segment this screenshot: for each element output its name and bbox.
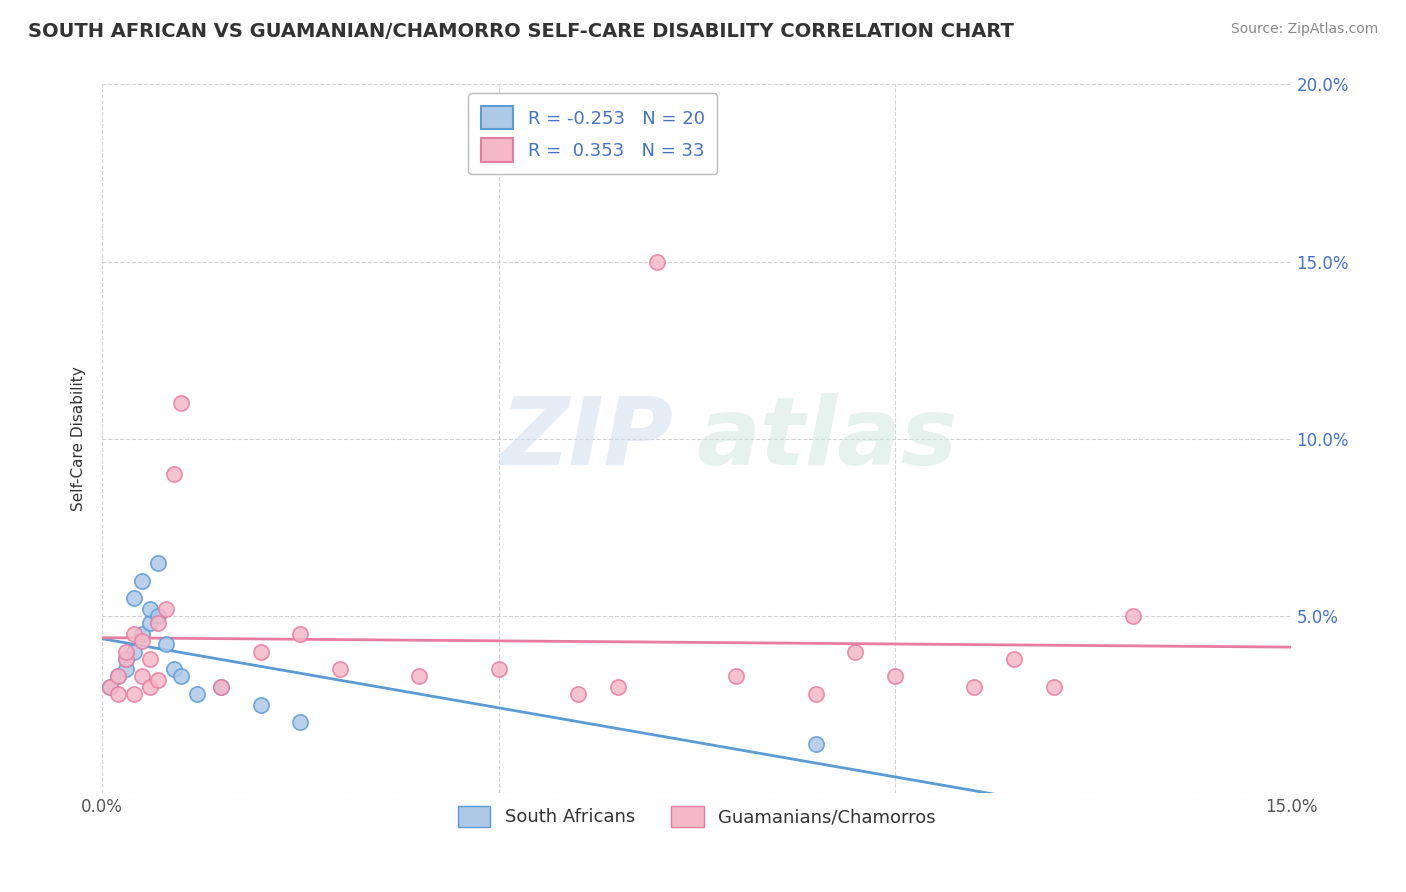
Point bbox=[963, 680, 986, 694]
Point bbox=[122, 644, 145, 658]
Text: Source: ZipAtlas.com: Source: ZipAtlas.com bbox=[1230, 22, 1378, 37]
Point bbox=[155, 602, 177, 616]
Point bbox=[645, 254, 668, 268]
Point bbox=[249, 698, 271, 712]
Point bbox=[567, 687, 589, 701]
Point bbox=[290, 627, 312, 641]
Point bbox=[606, 680, 628, 694]
Point bbox=[162, 662, 184, 676]
Point bbox=[139, 616, 162, 631]
Text: atlas: atlas bbox=[697, 392, 957, 485]
Point bbox=[488, 662, 510, 676]
Point bbox=[122, 591, 145, 606]
Point bbox=[1042, 680, 1064, 694]
Point bbox=[122, 627, 145, 641]
Point bbox=[131, 634, 153, 648]
Text: ZIP: ZIP bbox=[501, 392, 673, 485]
Point bbox=[186, 687, 208, 701]
Point bbox=[115, 651, 138, 665]
Point bbox=[98, 680, 121, 694]
Point bbox=[139, 651, 162, 665]
Point bbox=[139, 680, 162, 694]
Point bbox=[1002, 651, 1025, 665]
Point bbox=[155, 638, 177, 652]
Point bbox=[139, 602, 162, 616]
Point bbox=[329, 662, 352, 676]
Point bbox=[115, 662, 138, 676]
Point bbox=[146, 556, 169, 570]
Legend: South Africans, Guamanians/Chamorros: South Africans, Guamanians/Chamorros bbox=[451, 798, 943, 834]
Point bbox=[107, 669, 129, 683]
Point bbox=[725, 669, 748, 683]
Point bbox=[1122, 609, 1144, 624]
Point bbox=[162, 467, 184, 482]
Point bbox=[170, 669, 193, 683]
Point bbox=[122, 687, 145, 701]
Point bbox=[131, 669, 153, 683]
Point bbox=[209, 680, 232, 694]
Point bbox=[408, 669, 430, 683]
Point bbox=[131, 627, 153, 641]
Point bbox=[844, 644, 866, 658]
Text: SOUTH AFRICAN VS GUAMANIAN/CHAMORRO SELF-CARE DISABILITY CORRELATION CHART: SOUTH AFRICAN VS GUAMANIAN/CHAMORRO SELF… bbox=[28, 22, 1014, 41]
Point bbox=[146, 609, 169, 624]
Point bbox=[115, 651, 138, 665]
Point bbox=[98, 680, 121, 694]
Point bbox=[115, 644, 138, 658]
Point bbox=[209, 680, 232, 694]
Point bbox=[131, 574, 153, 588]
Point bbox=[290, 715, 312, 730]
Point bbox=[107, 687, 129, 701]
Y-axis label: Self-Care Disability: Self-Care Disability bbox=[72, 367, 86, 511]
Point bbox=[170, 396, 193, 410]
Point bbox=[804, 687, 827, 701]
Point bbox=[107, 669, 129, 683]
Point bbox=[146, 673, 169, 687]
Point bbox=[884, 669, 907, 683]
Point bbox=[249, 644, 271, 658]
Point bbox=[804, 737, 827, 751]
Point bbox=[146, 616, 169, 631]
